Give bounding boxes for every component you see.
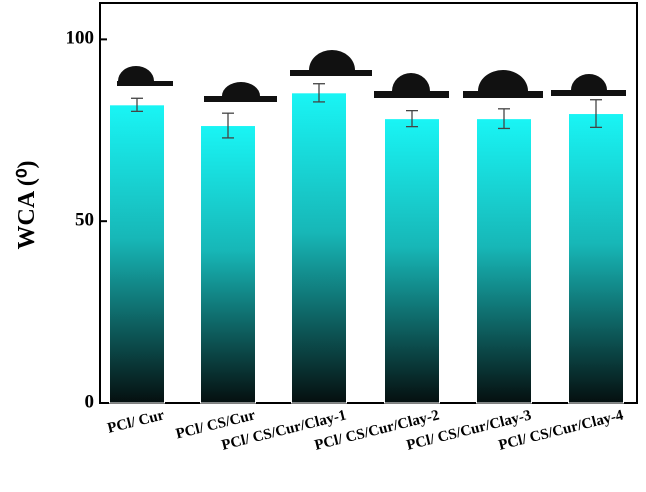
bar <box>476 118 532 404</box>
bar <box>568 113 624 404</box>
y-tick-label: 100 <box>66 28 95 49</box>
x-tick-label: PCl/ Cur <box>106 407 166 437</box>
bar <box>200 125 256 404</box>
y-tick-label: 0 <box>85 391 95 412</box>
bar <box>109 104 165 404</box>
y-tick-label: 50 <box>75 210 94 231</box>
droplets <box>117 50 626 102</box>
error-bar <box>222 112 234 139</box>
bar <box>291 92 347 404</box>
error-bar <box>498 108 510 130</box>
y-axis-label: WCA (⁰) <box>14 161 40 250</box>
error-bar <box>590 99 602 129</box>
bar <box>384 118 440 404</box>
error-bar <box>313 83 325 103</box>
error-bar <box>131 97 143 113</box>
error-bar <box>406 109 418 128</box>
plot-frame <box>99 2 638 404</box>
